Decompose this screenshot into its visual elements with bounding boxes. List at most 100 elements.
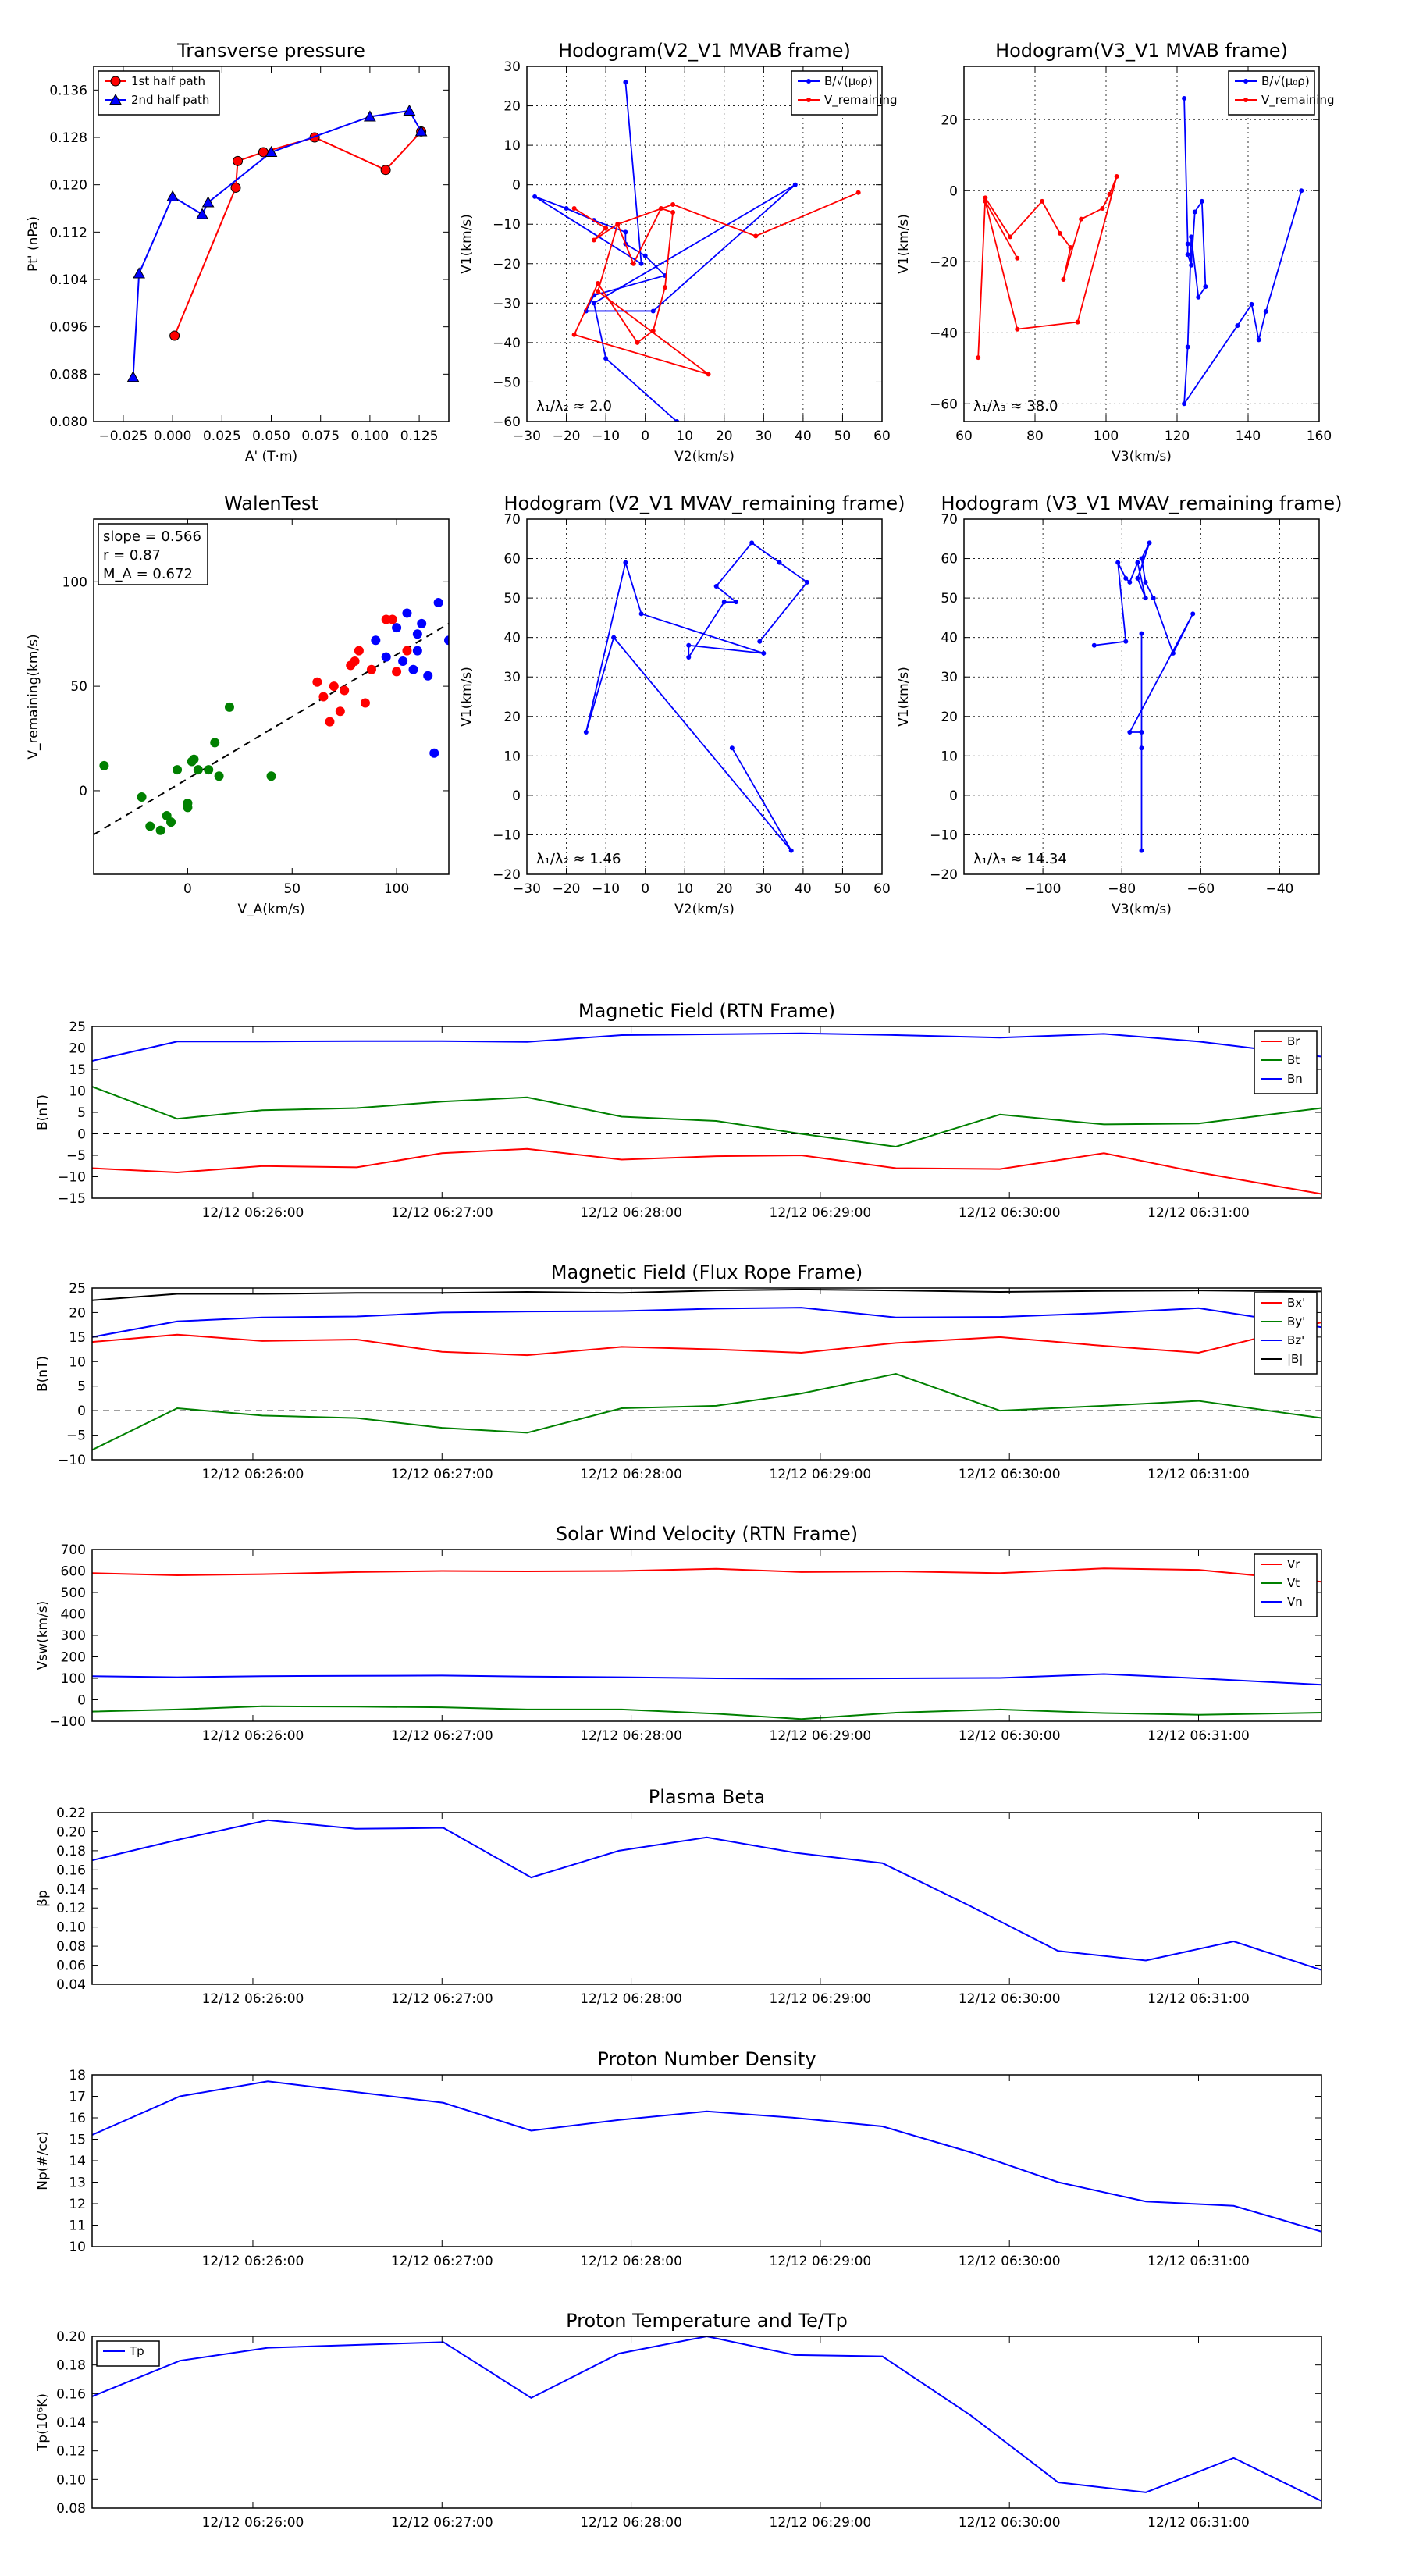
x-tick-label: 20 xyxy=(716,881,733,897)
data-point xyxy=(571,332,577,337)
data-point xyxy=(166,817,176,827)
data-point xyxy=(650,328,656,333)
y-tick-label: 0.104 xyxy=(49,272,87,288)
chart-h2: 60 80 100 120 140 160 −60 −40 −20 0 20 Hodogram(V3_… xyxy=(896,40,1335,464)
data-point xyxy=(1061,277,1066,282)
data-point xyxy=(1263,308,1268,314)
series-line-Bt xyxy=(92,1086,1321,1148)
axes-frame xyxy=(91,2074,1322,2247)
x-tick-label: 12/12 06:30:00 xyxy=(959,1991,1061,2007)
data-point xyxy=(1057,230,1062,236)
data-point xyxy=(1107,191,1112,197)
series-line-B/√(μ₀ρ) xyxy=(534,82,796,422)
x-tick-label: 12/12 06:26:00 xyxy=(202,2515,304,2531)
x-tick-label: 60 xyxy=(955,429,973,444)
series-line-V_remaining xyxy=(977,176,1118,358)
data-point xyxy=(412,646,422,656)
axes-frame xyxy=(526,66,883,422)
data-point xyxy=(1075,319,1080,325)
plot-area-h4 xyxy=(1091,540,1196,853)
x-tick-label: 12/12 06:29:00 xyxy=(770,1728,872,1744)
y-tick-label: 10 xyxy=(503,138,521,154)
y-tick-label: 10 xyxy=(503,749,521,764)
x-tick-label: 140 xyxy=(1236,429,1261,444)
x-tick-label: 0.050 xyxy=(252,429,290,444)
data-point xyxy=(976,355,981,361)
y-tick-label: 0.22 xyxy=(56,1806,86,1821)
x-tick-label: 0.100 xyxy=(351,429,389,444)
data-point xyxy=(189,754,199,764)
x-tick-label: 12/12 06:26:00 xyxy=(202,1205,304,1221)
data-point xyxy=(137,792,147,802)
y-axis-label: Tp(10⁶K) xyxy=(35,2393,51,2452)
y-tick-label: −20 xyxy=(930,867,958,883)
y-tick-label: 20 xyxy=(69,1041,86,1057)
x-tick-label: 120 xyxy=(1165,429,1190,444)
data-point xyxy=(210,738,220,748)
axes-frame xyxy=(93,66,450,422)
legend-marker xyxy=(109,93,122,105)
x-tick-label: −30 xyxy=(513,881,541,897)
x-tick-label: 0.125 xyxy=(400,429,439,444)
data-point xyxy=(1203,284,1208,290)
plot-area-tp2 xyxy=(92,2336,1321,2502)
data-point xyxy=(631,261,636,266)
legend-label: Bn xyxy=(1287,1072,1303,1086)
axes-frame xyxy=(963,518,1320,875)
x-tick-label: 12/12 06:31:00 xyxy=(1147,1991,1250,2007)
data-point xyxy=(402,646,412,656)
y-tick-label: 0 xyxy=(512,788,521,804)
data-point xyxy=(329,681,339,692)
data-point xyxy=(777,560,782,565)
x-tick-label: 12/12 06:29:00 xyxy=(770,1991,872,2007)
y-tick-label: 50 xyxy=(503,591,521,607)
chart-title: Proton Temperature and Te/Tp xyxy=(566,2310,848,2332)
y-tick-label: 15 xyxy=(69,1330,86,1346)
y-tick-label: 0.12 xyxy=(56,2444,86,2460)
axes-frame xyxy=(91,1287,1322,1461)
y-tick-label: 25 xyxy=(69,1281,86,1297)
y-tick-label: 500 xyxy=(61,1585,86,1601)
y-tick-label: 25 xyxy=(69,1019,86,1035)
data-point xyxy=(266,771,276,781)
data-point xyxy=(638,611,644,617)
data-point xyxy=(1170,650,1176,656)
x-tick-label: −40 xyxy=(1265,881,1293,897)
data-point xyxy=(638,261,644,266)
data-point xyxy=(1127,730,1133,735)
y-tick-label: 60 xyxy=(941,552,958,568)
data-point xyxy=(1139,745,1144,751)
x-tick-label: 12/12 06:27:00 xyxy=(391,2515,493,2531)
data-point xyxy=(360,698,370,708)
x-tick-label: 12/12 06:30:00 xyxy=(959,1205,1061,1221)
data-point xyxy=(145,821,155,831)
data-point xyxy=(729,745,735,751)
x-axis-label: V_A(km/s) xyxy=(237,902,304,917)
x-tick-label: −10 xyxy=(592,881,620,897)
y-tick-label: −5 xyxy=(66,1429,86,1444)
data-point xyxy=(444,635,449,646)
data-point xyxy=(335,706,345,717)
data-point xyxy=(686,654,692,660)
y-tick-label: −100 xyxy=(49,1714,86,1730)
annotation-text: λ₁/λ₃ ≈ 38.0 xyxy=(973,398,1058,415)
x-tick-label: 60 xyxy=(873,881,891,897)
data-point xyxy=(603,226,609,231)
x-tick-label: 50 xyxy=(834,881,852,897)
y-axis-label: V1(km/s) xyxy=(896,667,912,727)
legend-marker xyxy=(1243,79,1248,84)
y-tick-label: 20 xyxy=(941,710,958,725)
y-tick-label: 0.120 xyxy=(49,178,87,194)
x-tick-label: 12/12 06:29:00 xyxy=(770,1467,872,1482)
x-axis-label: V2(km/s) xyxy=(674,449,735,464)
x-tick-label: −60 xyxy=(1186,881,1215,897)
series-line-Vt xyxy=(92,1705,1321,1720)
y-tick-label: −20 xyxy=(493,257,521,272)
data-point xyxy=(433,598,443,608)
x-tick-label: 30 xyxy=(756,429,773,444)
chart-title: Transverse pressure xyxy=(176,40,365,62)
x-tick-label: 0.075 xyxy=(301,429,340,444)
x-tick-label: 12/12 06:26:00 xyxy=(202,1467,304,1482)
x-tick-label: 40 xyxy=(795,881,812,897)
data-point xyxy=(1115,560,1121,565)
